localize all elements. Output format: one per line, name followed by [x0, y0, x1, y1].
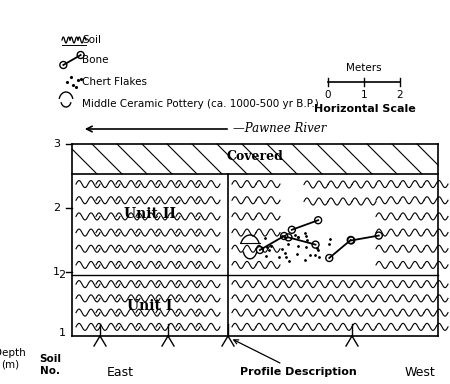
Text: 2: 2 [58, 270, 66, 280]
Text: Unit I: Unit I [127, 298, 173, 313]
Text: Covered: Covered [226, 151, 284, 164]
Text: Depth
(m): Depth (m) [0, 348, 26, 370]
Text: East: East [107, 366, 134, 379]
Text: West: West [405, 366, 436, 379]
Text: 2: 2 [53, 203, 60, 213]
Text: Middle Ceramic Pottery (ca. 1000-500 yr B.P.): Middle Ceramic Pottery (ca. 1000-500 yr … [82, 99, 319, 109]
Text: 1: 1 [58, 328, 66, 338]
Text: Unit II: Unit II [124, 207, 176, 222]
Text: Profile Description: Profile Description [234, 340, 356, 377]
Text: —Pawnee River: —Pawnee River [233, 122, 326, 136]
Text: 2: 2 [397, 90, 403, 100]
Text: Horizontal Scale: Horizontal Scale [314, 104, 416, 114]
Text: Soil: Soil [82, 35, 101, 45]
Text: Meters: Meters [346, 63, 382, 73]
Text: Chert Flakes: Chert Flakes [82, 77, 147, 87]
Text: 0: 0 [325, 90, 331, 100]
Text: 1: 1 [361, 90, 367, 100]
Text: 3: 3 [53, 139, 60, 149]
Text: Soil
No.: Soil No. [39, 354, 61, 376]
Text: Bone: Bone [82, 55, 108, 65]
Text: 1: 1 [53, 267, 60, 277]
